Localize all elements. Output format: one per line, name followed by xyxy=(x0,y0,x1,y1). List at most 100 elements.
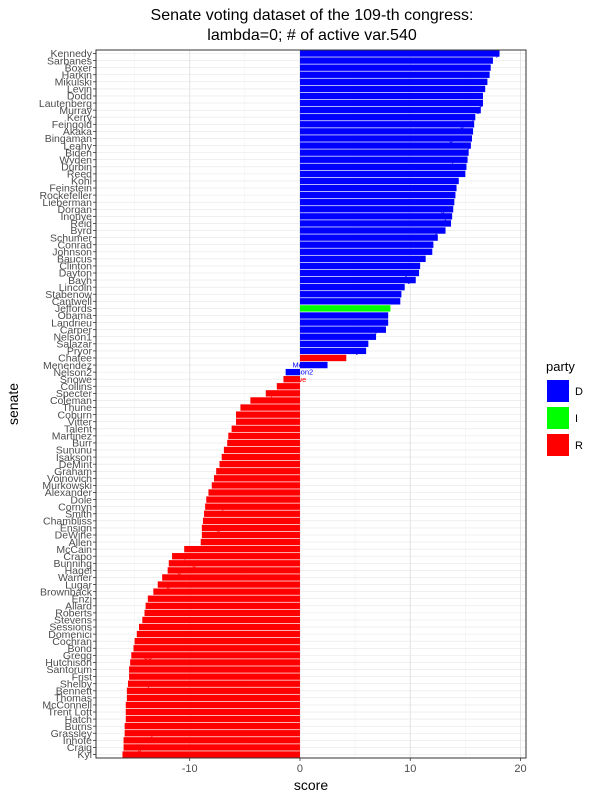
bar xyxy=(299,234,438,241)
bar-label: Cantwell xyxy=(372,297,401,306)
bar xyxy=(172,553,300,560)
bar-label: Bayh xyxy=(399,276,416,285)
bar-label: Obama xyxy=(364,311,389,320)
y-tick-label: Landrieu xyxy=(51,317,92,329)
y-tick-label: Schumer xyxy=(50,232,93,244)
bar-label: Reed xyxy=(447,169,465,178)
bar-label: Thune xyxy=(240,403,261,412)
bar-label: Kennedy xyxy=(470,49,500,58)
bar-label: Jeffords xyxy=(364,304,391,313)
y-tick-label: Kohl xyxy=(71,176,92,188)
bar xyxy=(136,630,300,638)
bar xyxy=(299,354,347,362)
bar xyxy=(299,57,493,64)
bar-label: Graham xyxy=(216,467,243,476)
bar-label: Harkin xyxy=(468,70,490,79)
y-tick-label: Jeffords xyxy=(55,303,92,315)
y-tick-label: Collins xyxy=(60,381,92,393)
bar xyxy=(299,99,483,107)
bar-label: Nelson1 xyxy=(349,332,377,341)
bar xyxy=(184,545,300,553)
y-tick-label: Lincoln xyxy=(59,282,92,294)
legend-title: party xyxy=(546,359,575,374)
bar-label: Salazar xyxy=(343,339,369,348)
bar xyxy=(206,496,300,503)
y-tick-label: Hatch xyxy=(65,714,93,726)
y-tick-label: Obama xyxy=(58,310,93,322)
bar-label: Leahy xyxy=(450,141,471,150)
y-tick-label: Byrd xyxy=(70,225,92,237)
bar xyxy=(299,135,472,142)
y-tick-label: Alexander xyxy=(45,487,93,499)
bar xyxy=(213,475,300,482)
bar-label: Collins xyxy=(277,382,300,391)
bar-label: Lautenberg xyxy=(445,99,483,108)
y-tick-label: Snowe xyxy=(60,374,92,386)
bar-label: Baucus xyxy=(401,254,426,263)
y-tick-label: Burns xyxy=(65,721,92,733)
bar xyxy=(134,638,300,645)
y-tick-label: Stevens xyxy=(54,615,92,627)
bar-label: Kerry xyxy=(457,113,475,122)
y-tick-label: Johnson xyxy=(52,246,92,258)
bar-label: Allen xyxy=(201,538,218,547)
bar xyxy=(250,397,300,404)
y-tick-label: Coleman xyxy=(50,395,92,407)
bar-label: Reid xyxy=(436,219,451,228)
y-tick-label: Lugar xyxy=(65,579,92,591)
bar xyxy=(299,78,488,86)
bar xyxy=(147,595,300,602)
y-tick-label: Vitter xyxy=(68,416,93,428)
bar-label: Hagel xyxy=(168,566,188,575)
y-tick-label: Brownback xyxy=(40,586,93,598)
y-tick-label: Chafee xyxy=(58,353,92,365)
bar-label: Levin xyxy=(467,85,485,94)
bar xyxy=(125,715,300,723)
bar xyxy=(299,291,402,298)
y-tick-label: Murkowski xyxy=(42,480,92,492)
legend-key-r xyxy=(547,434,569,456)
bar-label: Craig xyxy=(124,743,142,752)
bar xyxy=(299,114,476,121)
y-tick-label: Bingaman xyxy=(45,133,92,145)
bar xyxy=(221,453,300,461)
y-tick-label: Biden xyxy=(65,147,92,159)
y-tick-label: Thune xyxy=(62,402,92,414)
bar xyxy=(139,623,300,631)
bar-label: McCain xyxy=(184,545,209,554)
bar xyxy=(299,106,481,114)
bar-label: Roberts xyxy=(145,608,172,617)
bar-label: Hutchison xyxy=(130,658,163,667)
bar-label: Kyl xyxy=(122,750,133,759)
x-tick-label: 20 xyxy=(514,763,526,775)
y-tick-label: Ensign xyxy=(60,523,92,535)
bar xyxy=(299,255,426,263)
bar xyxy=(299,248,433,255)
y-tick-label: Dorgan xyxy=(58,204,93,216)
bar-label: Feingold xyxy=(445,120,474,129)
bar-label: Burns xyxy=(125,722,145,731)
bar-label: Domenici xyxy=(137,630,169,639)
y-tick-label: Sarbanes xyxy=(47,55,92,67)
bar xyxy=(299,92,483,100)
bar xyxy=(201,531,300,539)
bar-label: Grassley xyxy=(125,729,155,738)
y-tick-label: Coburn xyxy=(58,409,93,421)
bar xyxy=(299,262,421,270)
y-tick-label: Graham xyxy=(54,466,92,478)
bar-label: Chambliss xyxy=(203,516,238,525)
bar xyxy=(211,482,300,489)
bar xyxy=(223,446,300,454)
bar xyxy=(125,708,300,716)
bar xyxy=(299,199,455,206)
bar-label: Allard xyxy=(146,601,165,610)
bar xyxy=(299,319,389,326)
y-tick-label: Feinstein xyxy=(49,183,92,195)
bar-label: Dodd xyxy=(465,92,483,101)
bar-label: Carper xyxy=(363,325,386,334)
bar-label: Frist xyxy=(129,672,144,681)
bar xyxy=(201,524,300,532)
bar-label: Bond xyxy=(133,644,151,653)
bar xyxy=(299,64,491,71)
